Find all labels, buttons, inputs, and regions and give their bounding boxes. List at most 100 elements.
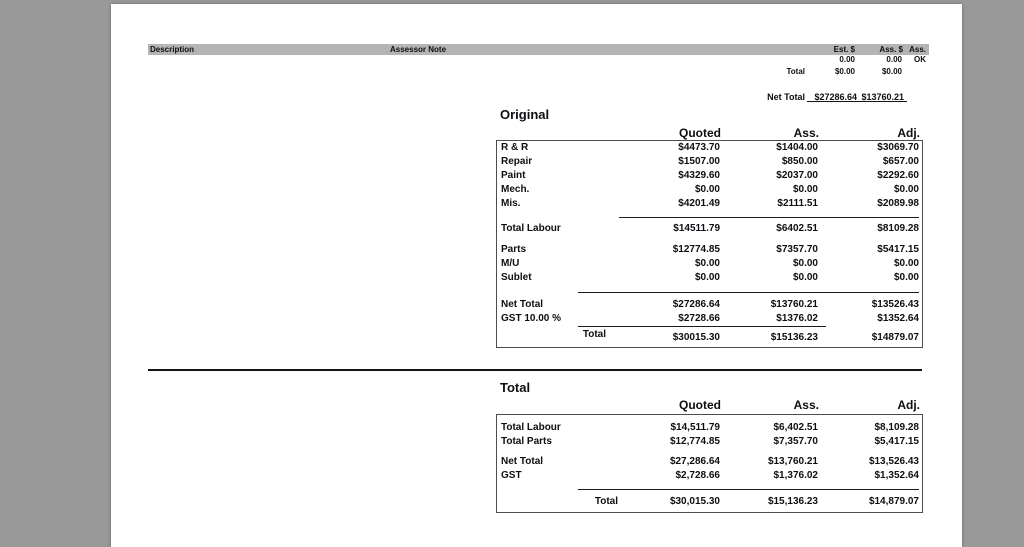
table-rule: [578, 292, 919, 293]
adj-value: $657.00: [882, 156, 919, 167]
row-label: R & R: [501, 142, 529, 153]
adj-value: $2292.60: [877, 170, 919, 181]
quoted-value: $4329.60: [678, 170, 720, 181]
quoted-value: $14,511.79: [670, 422, 721, 433]
assessor-note-column-label: Assessor Note: [390, 45, 447, 54]
ass-value: $0.00: [792, 258, 818, 269]
row-label: M/U: [501, 258, 520, 269]
adj-value: $0.00: [893, 184, 919, 195]
table-rule: [619, 217, 919, 218]
table-row: Total Labour $14,511.79 $6,402.51 $8,109…: [497, 421, 922, 435]
table-row-net-total: Net Total $27,286.64 $13,760.21 $13,526.…: [497, 455, 922, 469]
table-row-grand-total: Total $30,015.30 $15,136.23 $14,879.07: [497, 495, 922, 509]
adj-value: $13,526.43: [868, 456, 919, 467]
quoted-value: $27286.64: [672, 299, 720, 310]
ass-status-column-label: Ass.: [909, 45, 926, 54]
row-label: Parts: [501, 244, 527, 255]
table-rule: [578, 489, 919, 490]
ass-value: $7357.70: [776, 244, 818, 255]
table-rule: [578, 326, 826, 327]
row-label: GST: [501, 470, 522, 481]
table-row: Sublet $0.00 $0.00 $0.00: [497, 271, 922, 285]
row-label: Sublet: [501, 272, 532, 283]
table-row: Mech. $0.00 $0.00 $0.00: [497, 183, 922, 197]
ass-subtotal-value: 0.00: [886, 55, 902, 64]
row-label: Net Total: [501, 456, 544, 467]
summary-total-label: Total: [786, 67, 805, 76]
ass-column-header: Ass.: [793, 126, 819, 140]
quoted-value: $30015.30: [672, 332, 720, 343]
adj-value: $8,109.28: [874, 422, 920, 433]
ass-column-header: Ass.: [793, 398, 819, 412]
row-label: Total Labour: [501, 422, 561, 433]
original-column-headers: Quoted Ass. Adj.: [496, 126, 923, 140]
adj-value: $14879.07: [871, 332, 919, 343]
ass-value: $2037.00: [776, 170, 818, 181]
row-label: Net Total: [501, 299, 544, 310]
table-row: Repair $1507.00 $850.00 $657.00: [497, 155, 922, 169]
adj-value: $13526.43: [871, 299, 919, 310]
quoted-value: $2728.66: [678, 313, 720, 324]
adj-value: $5417.15: [877, 244, 919, 255]
ass-value: $6,402.51: [773, 422, 819, 433]
quoted-column-header: Quoted: [679, 126, 721, 140]
adj-value: $3069.70: [877, 142, 919, 153]
row-label: Total Parts: [501, 436, 552, 447]
description-column-label: Description: [150, 45, 195, 54]
row-label: Total Labour: [501, 223, 561, 234]
ass-column-label: Ass. $: [879, 45, 903, 54]
row-label: Paint: [501, 170, 526, 181]
original-table: R & R $4473.70 $1404.00 $3069.70 Repair …: [496, 140, 923, 348]
quoted-value: $14511.79: [673, 223, 720, 234]
ass-value: $15136.23: [770, 332, 818, 343]
table-row-total-labour: Total Labour $14511.79 $6402.51 $8109.28: [497, 222, 922, 236]
est-subtotal-value: 0.00: [839, 55, 855, 64]
quoted-value: $30,015.30: [669, 496, 720, 507]
row-label: GST 10.00 %: [501, 313, 562, 324]
quoted-value: $4201.49: [678, 198, 720, 209]
ass-value: $7,357.70: [773, 436, 819, 447]
table-row: Paint $4329.60 $2037.00 $2292.60: [497, 169, 922, 183]
table-row-gst: GST $2,728.66 $1,376.02 $1,352.64: [497, 469, 922, 483]
table-row-grand-total: $30015.30 $15136.23 $14879.07: [497, 331, 922, 345]
quoted-value: $4473.70: [678, 142, 720, 153]
net-total-label: Net Total: [767, 92, 805, 102]
adj-value: $2089.98: [877, 198, 919, 209]
ass-value: $15,136.23: [767, 496, 818, 507]
summary-total-ass: $0.00: [881, 67, 902, 76]
quoted-value: $0.00: [694, 272, 720, 283]
report-page: Description Assessor Note Est. $ Ass. $ …: [111, 4, 962, 547]
original-section-title: Original: [500, 107, 550, 122]
total-column-headers: Quoted Ass. Adj.: [496, 398, 923, 412]
quoted-value: $12774.85: [672, 244, 720, 255]
ass-value: $13760.21: [770, 299, 818, 310]
section-divider-line: [148, 369, 922, 371]
ass-value: $13,760.21: [767, 456, 818, 467]
ass-value: $2111.51: [777, 198, 818, 209]
quoted-column-header: Quoted: [679, 398, 721, 412]
quoted-value: $2,728.66: [675, 470, 721, 481]
summary-total-est: $0.00: [834, 67, 855, 76]
row-label: Mis.: [501, 198, 521, 209]
row-label: Mech.: [501, 184, 530, 195]
quoted-value: $1507.00: [678, 156, 720, 167]
row-label: Repair: [501, 156, 533, 167]
total-table: Total Labour $14,511.79 $6,402.51 $8,109…: [496, 414, 923, 513]
table-row: R & R $4473.70 $1404.00 $3069.70: [497, 141, 922, 155]
grand-total-label: Total: [582, 329, 606, 340]
table-row: M/U $0.00 $0.00 $0.00: [497, 257, 922, 271]
ass-value: $1376.02: [776, 313, 818, 324]
status-value: OK: [914, 55, 926, 64]
net-total-est: $27286.64: [814, 92, 857, 102]
adj-value: $0.00: [893, 258, 919, 269]
net-total-ass: $13760.21: [861, 92, 904, 102]
ass-value: $1404.00: [776, 142, 818, 153]
ass-value: $6402.51: [776, 223, 818, 234]
grand-total-label: Total: [594, 496, 618, 507]
table-row-net-total: Net Total $27286.64 $13760.21 $13526.43: [497, 298, 922, 312]
adj-value: $1352.64: [877, 313, 919, 324]
quoted-value: $12,774.85: [669, 436, 720, 447]
quoted-value: $0.00: [694, 258, 720, 269]
adj-column-header: Adj.: [897, 126, 920, 140]
